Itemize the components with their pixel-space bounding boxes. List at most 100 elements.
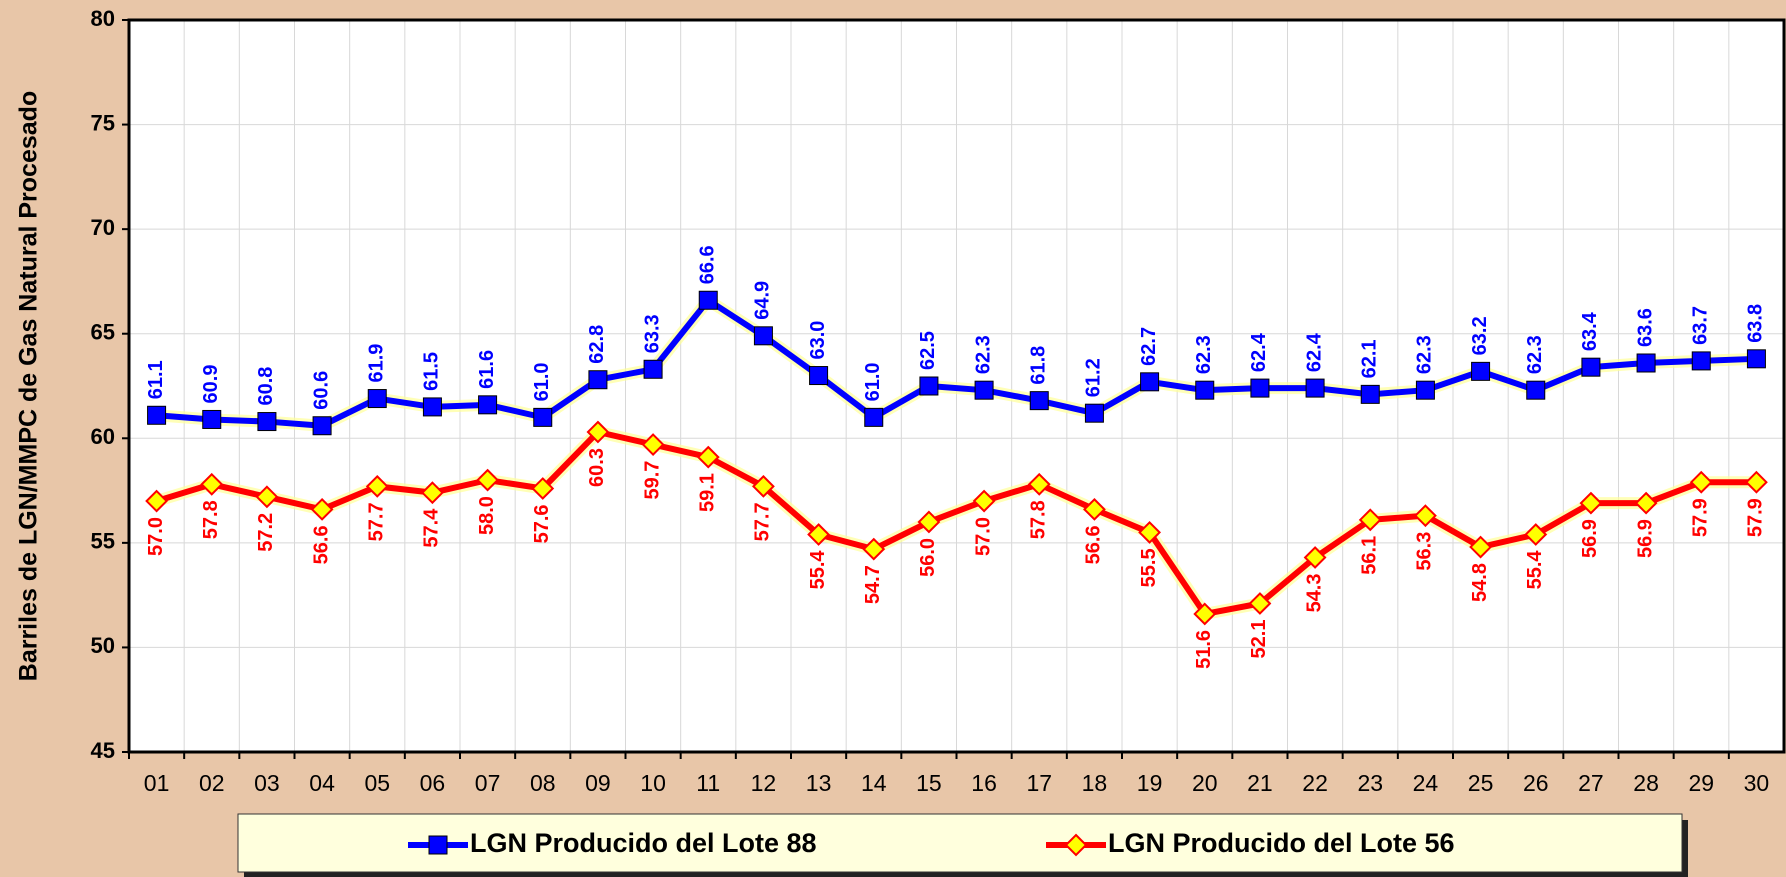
marker bbox=[1193, 602, 1217, 626]
x-tick-label: 05 bbox=[364, 770, 390, 796]
data-label: 61.0 bbox=[862, 362, 884, 401]
data-label: 57.8 bbox=[1028, 500, 1050, 539]
marker bbox=[1469, 535, 1492, 559]
marker bbox=[862, 537, 886, 561]
marker bbox=[1579, 491, 1603, 515]
marker bbox=[586, 420, 610, 444]
x-tick-label: 06 bbox=[420, 770, 446, 796]
marker bbox=[809, 366, 829, 386]
marker bbox=[255, 485, 279, 509]
marker bbox=[1029, 391, 1049, 411]
data-label: 61.5 bbox=[421, 352, 443, 391]
data-label: 57.0 bbox=[145, 517, 167, 556]
legend-marker bbox=[428, 835, 448, 855]
y-tick-label: 75 bbox=[91, 110, 115, 135]
data-label: 61.9 bbox=[366, 344, 388, 383]
marker bbox=[1084, 403, 1104, 423]
data-label: 62.4 bbox=[1248, 332, 1270, 372]
marker bbox=[807, 523, 830, 546]
x-tick-label: 13 bbox=[806, 770, 832, 796]
data-label: 57.7 bbox=[366, 502, 388, 541]
x-tick-label: 07 bbox=[475, 770, 501, 796]
marker bbox=[1140, 372, 1160, 392]
y-tick-label: 45 bbox=[91, 738, 115, 763]
marker bbox=[1414, 504, 1437, 528]
y-tick-label: 55 bbox=[91, 529, 115, 554]
data-label: 62.1 bbox=[1359, 339, 1381, 378]
data-label: 60.6 bbox=[310, 371, 332, 410]
data-label: 56.6 bbox=[310, 525, 332, 564]
data-label: 62.5 bbox=[917, 331, 939, 370]
data-label: 57.9 bbox=[1690, 498, 1712, 537]
data-label: 57.9 bbox=[1745, 498, 1767, 537]
x-tick-label: 25 bbox=[1468, 770, 1494, 796]
marker bbox=[1581, 357, 1601, 377]
marker bbox=[641, 433, 665, 456]
data-label: 57.2 bbox=[255, 513, 277, 552]
marker bbox=[422, 397, 442, 417]
data-label: 55.4 bbox=[1524, 550, 1546, 590]
data-label: 62.8 bbox=[586, 325, 608, 364]
data-label: 57.6 bbox=[531, 504, 553, 543]
marker bbox=[588, 370, 608, 390]
x-tick-label: 10 bbox=[640, 770, 666, 796]
data-label: 56.9 bbox=[1634, 519, 1656, 558]
marker bbox=[698, 290, 718, 310]
data-label: 63.3 bbox=[641, 314, 663, 353]
marker bbox=[1303, 546, 1327, 569]
x-tick-label: 24 bbox=[1413, 770, 1439, 796]
data-label: 59.1 bbox=[697, 473, 719, 512]
data-label: 60.9 bbox=[200, 365, 222, 404]
data-label: 62.4 bbox=[1303, 332, 1325, 372]
marker bbox=[476, 468, 499, 492]
x-tick-label: 09 bbox=[585, 770, 611, 796]
data-label: 57.4 bbox=[421, 508, 443, 548]
data-label: 63.6 bbox=[1634, 308, 1656, 347]
data-label: 52.1 bbox=[1248, 620, 1270, 659]
marker bbox=[1636, 353, 1656, 373]
marker bbox=[1415, 380, 1435, 400]
marker bbox=[202, 409, 222, 429]
x-tick-label: 12 bbox=[751, 770, 777, 796]
marker bbox=[1027, 472, 1051, 496]
data-label: 64.9 bbox=[752, 281, 774, 320]
marker bbox=[147, 405, 167, 425]
x-tick-label: 30 bbox=[1744, 770, 1770, 796]
marker bbox=[753, 326, 773, 346]
data-label: 54.3 bbox=[1303, 573, 1325, 612]
marker bbox=[1634, 491, 1658, 515]
x-tick-label: 28 bbox=[1633, 770, 1659, 796]
data-label: 58.0 bbox=[476, 496, 498, 535]
marker bbox=[972, 489, 996, 513]
data-label: 62.3 bbox=[1524, 335, 1546, 374]
data-label: 54.8 bbox=[1469, 563, 1491, 602]
data-label: 63.8 bbox=[1745, 304, 1767, 343]
marker bbox=[478, 395, 498, 415]
marker bbox=[421, 481, 444, 505]
x-tick-label: 22 bbox=[1302, 770, 1328, 796]
data-label: 56.3 bbox=[1414, 532, 1436, 571]
marker bbox=[643, 359, 663, 379]
data-label: 59.7 bbox=[641, 461, 663, 500]
data-label: 57.7 bbox=[752, 502, 774, 541]
data-label: 56.6 bbox=[1083, 525, 1105, 564]
marker bbox=[1689, 470, 1713, 494]
marker bbox=[1305, 378, 1325, 398]
x-tick-label: 14 bbox=[861, 770, 887, 796]
x-tick-label: 21 bbox=[1247, 770, 1273, 796]
marker bbox=[1138, 520, 1161, 544]
marker bbox=[200, 472, 224, 496]
x-tick-label: 23 bbox=[1357, 770, 1383, 796]
legend-label: LGN Producido del Lote 88 bbox=[470, 828, 817, 858]
x-tick-label: 16 bbox=[971, 770, 997, 796]
marker bbox=[1248, 592, 1272, 615]
data-label: 54.7 bbox=[862, 565, 884, 604]
data-label: 56.1 bbox=[1359, 536, 1381, 575]
marker bbox=[1745, 470, 1768, 494]
marker bbox=[1083, 497, 1106, 521]
marker bbox=[1360, 384, 1380, 404]
marker bbox=[919, 376, 939, 396]
marker bbox=[310, 497, 334, 521]
